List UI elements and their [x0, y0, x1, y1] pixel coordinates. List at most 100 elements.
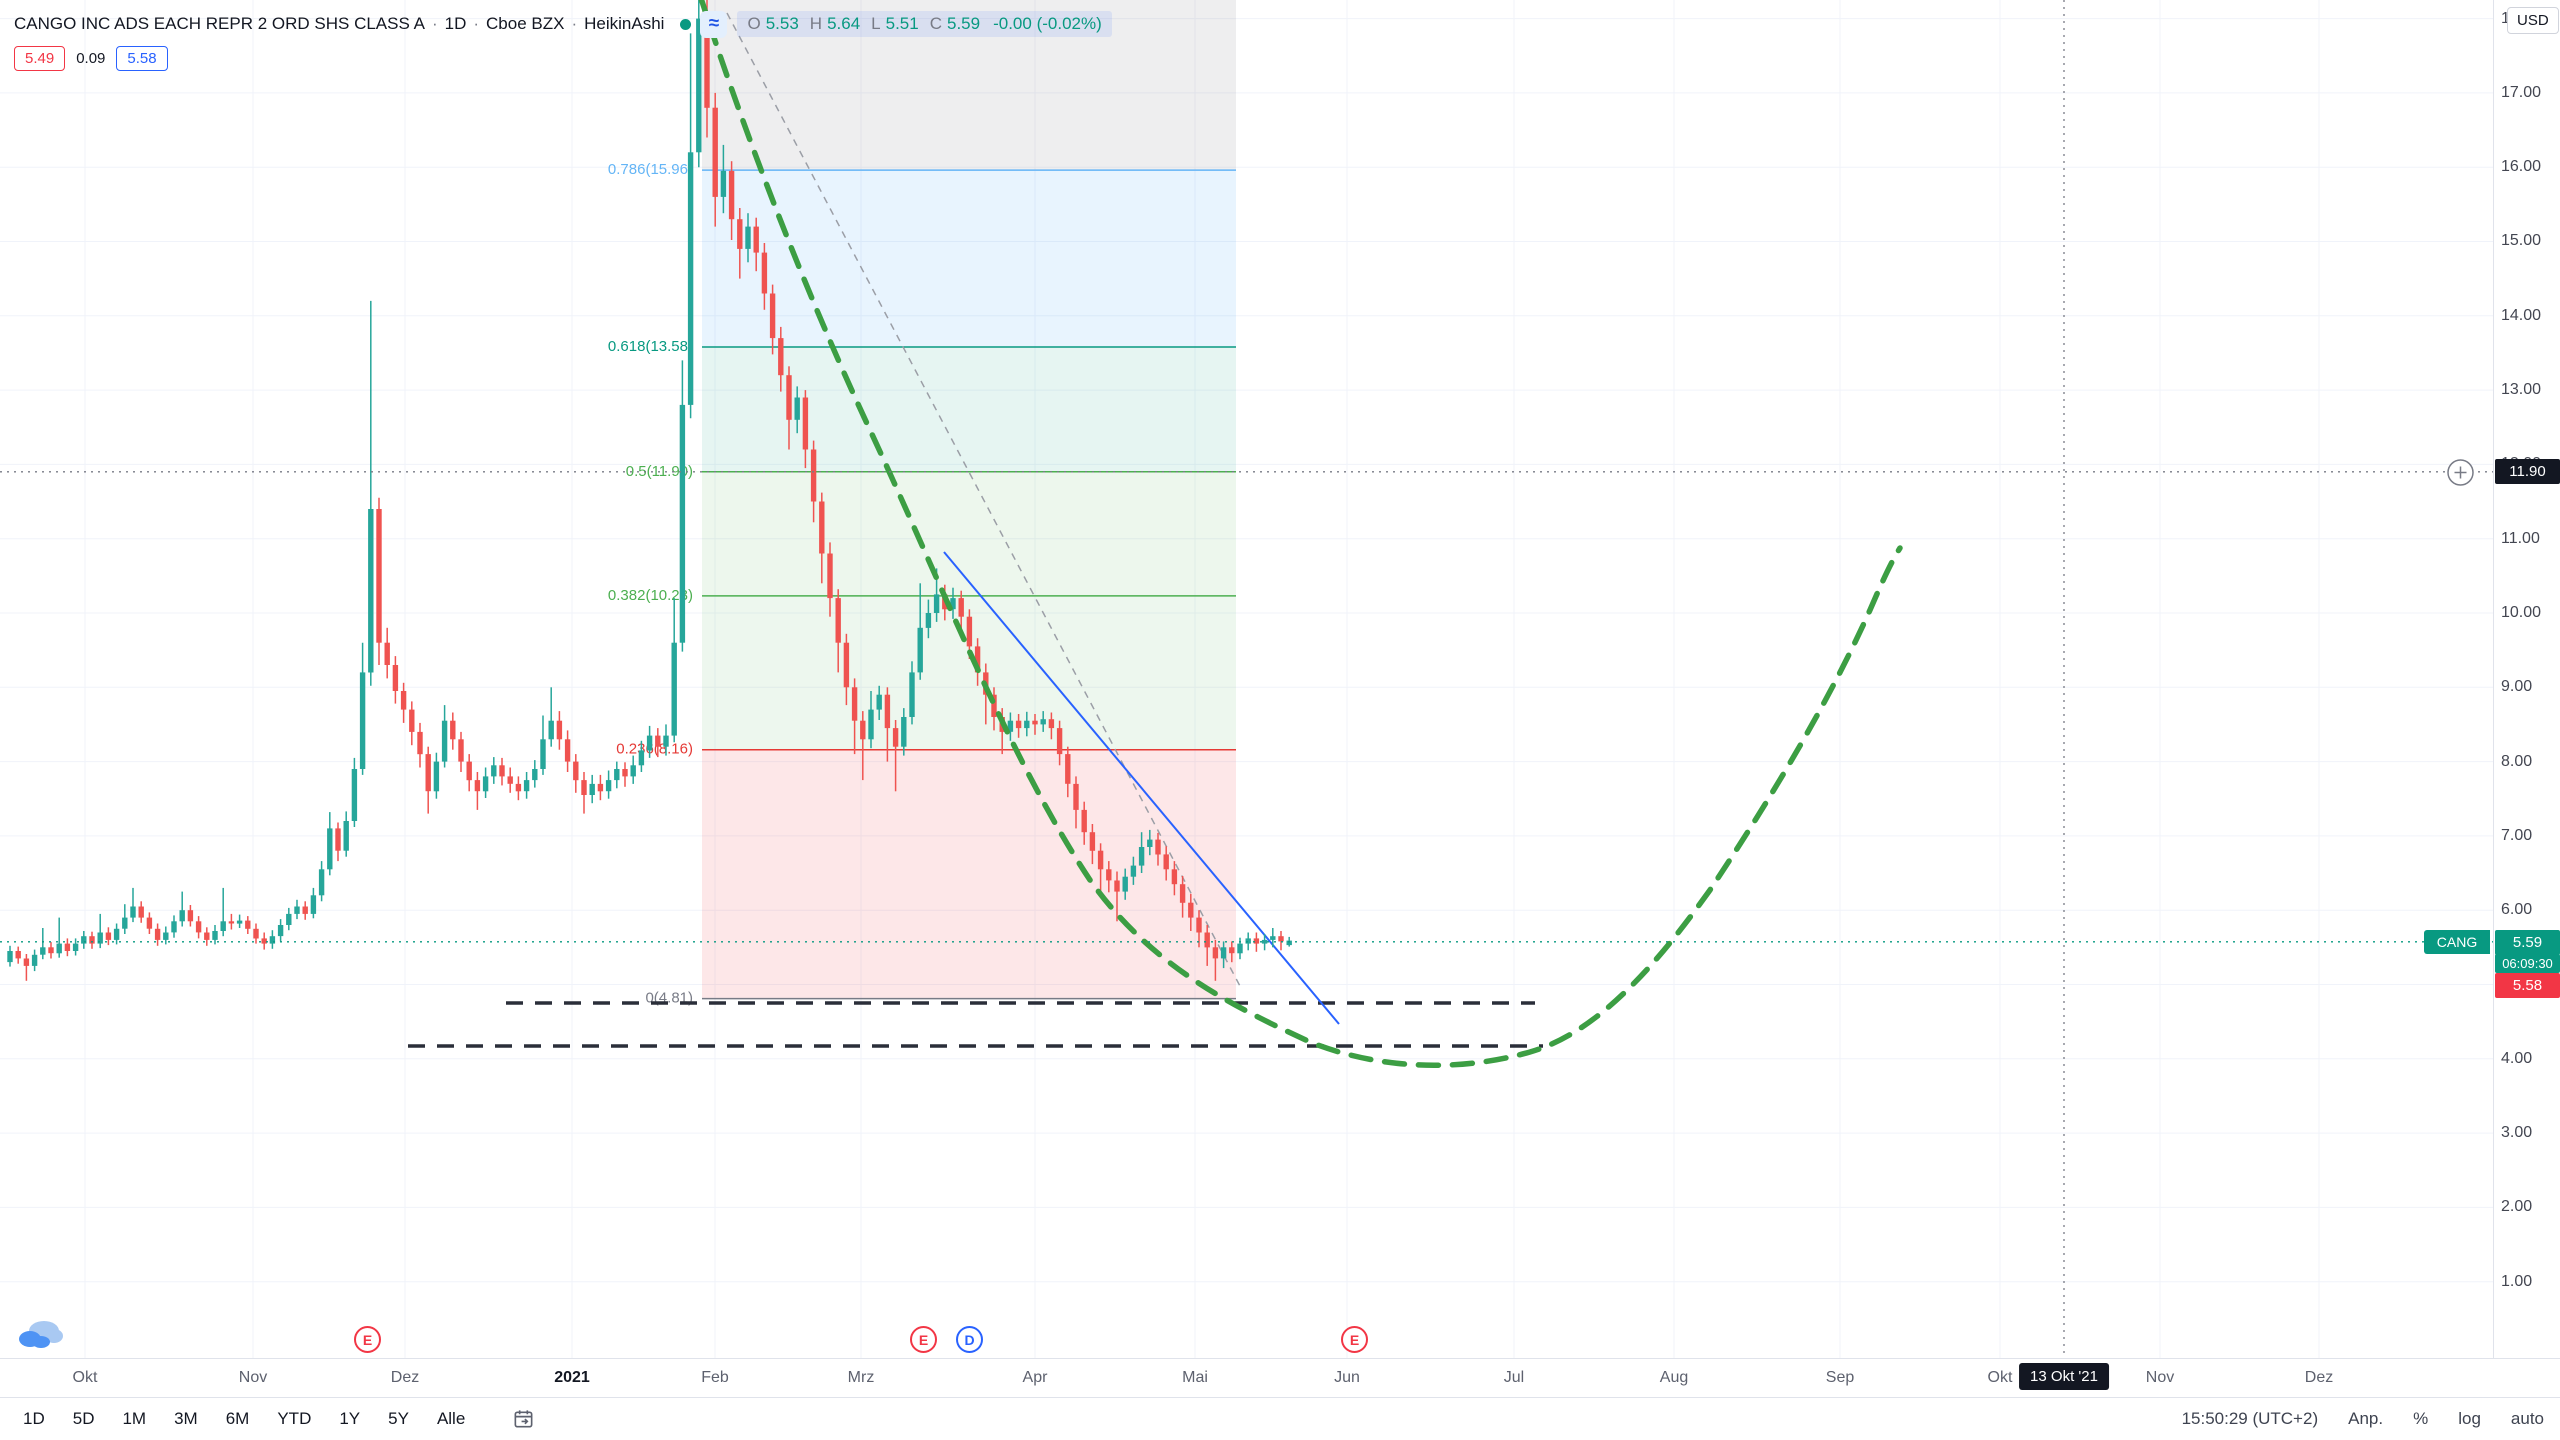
chart-style-label: HeikinAshi: [584, 14, 665, 33]
currency-button[interactable]: USD: [2507, 7, 2559, 34]
time-axis-tick: Okt: [72, 1369, 98, 1386]
interval-label[interactable]: 1D: [444, 14, 467, 33]
order-price-badge: 5.58: [2495, 972, 2560, 998]
time-axis-tick: Nov: [238, 1369, 268, 1386]
price-axis-tick: 9.00: [2501, 678, 2533, 696]
price-axis-tick: 16.00: [2501, 158, 2542, 176]
change-value: -0.00 (-0.02%): [993, 14, 1102, 33]
time-axis-tick: Mai: [1182, 1369, 1208, 1386]
crosshair-price-badge: 11.90: [2495, 458, 2560, 484]
bottom-toolbar: 1D 5D 1M 3M 6M YTD 1Y 5Y Alle 15:50:29 (UTC+2) A…: [0, 1397, 2560, 1440]
fib-level-label: 0.786(15.96): [608, 161, 693, 178]
bar-countdown-badge: 06:09:30: [2495, 953, 2560, 973]
price-axis-tick: 4.00: [2501, 1049, 2533, 1067]
fib-level-label: 0.382(10.23): [608, 587, 693, 604]
price-axis-tick: 15.00: [2501, 232, 2542, 250]
range-button-alle[interactable]: Alle: [436, 1409, 466, 1428]
price-axis-tick: 8.00: [2501, 752, 2533, 770]
time-axis-tick: Jun: [1334, 1369, 1360, 1386]
time-axis[interactable]: Okt Nov Dez 2021 Feb Mrz Apr Mai Jun Jul Aug Sep Okt…: [0, 1358, 2560, 1397]
crosshair-date-badge: 13 Okt '21: [2019, 1363, 2109, 1390]
add-alert-plus-icon[interactable]: [2446, 458, 2475, 492]
range-button-1m[interactable]: 1M: [122, 1409, 147, 1428]
price-axis-tick: 14.00: [2501, 306, 2542, 324]
price-axis-tick: 13.00: [2501, 381, 2542, 399]
price-axis-tick: 3.00: [2501, 1124, 2533, 1142]
fib-retracement: 0.786(15.96)0.618(13.58)0.5(11.90)0.382(…: [608, 0, 1236, 1007]
grid: [0, 0, 2493, 1358]
price-chart-canvas[interactable]: 0.786(15.96)0.618(13.58)0.5(11.90)0.382(…: [0, 0, 2493, 1358]
time-axis-tick: Okt: [1987, 1369, 2013, 1386]
price-axis-tick: 2.00: [2501, 1198, 2533, 1216]
clock[interactable]: 15:50:29 (UTC+2): [2181, 1409, 2319, 1428]
time-axis-tick: Mrz: [847, 1369, 875, 1386]
range-button-1d[interactable]: 1D: [23, 1409, 45, 1428]
last-price-badge: 5.59: [2495, 929, 2560, 955]
range-button-3m[interactable]: 3M: [174, 1409, 198, 1428]
earnings-marker[interactable]: E: [354, 1326, 381, 1353]
close-value: 5.59: [947, 14, 981, 33]
time-axis-tick: Jul: [1503, 1369, 1525, 1386]
candlestick-series: [7, 0, 1292, 981]
log-button[interactable]: log: [2458, 1409, 2481, 1428]
exchange-label: Cboe BZX: [486, 14, 565, 33]
low-label: L: [871, 14, 881, 33]
separator: ·: [571, 14, 578, 33]
dividend-marker[interactable]: D: [956, 1326, 983, 1353]
adjust-button[interactable]: Anp.: [2348, 1409, 2384, 1428]
projection-curve: [698, 0, 1903, 1069]
series-dot-icon: [680, 18, 692, 30]
time-axis-tick: Nov: [2145, 1369, 2175, 1386]
range-button-6m[interactable]: 6M: [225, 1409, 250, 1428]
price-axis-tick: 1.00: [2501, 1272, 2533, 1290]
price-axis-tick: 11.00: [2501, 529, 2540, 547]
earnings-marker[interactable]: E: [910, 1326, 937, 1353]
time-axis-tick: Apr: [1022, 1369, 1048, 1386]
fib-level-label: 0.618(13.58): [608, 338, 693, 355]
symbol-title[interactable]: CANGO INC ADS EACH REPR 2 ORD SHS CLASS …: [14, 14, 425, 33]
fib-level-label: 0.236(8.16): [616, 741, 693, 758]
range-switcher: 1D 5D 1M 3M 6M YTD 1Y 5Y Alle: [16, 1408, 535, 1431]
range-button-5y[interactable]: 5Y: [388, 1409, 409, 1428]
time-axis-tick: Aug: [1659, 1369, 1689, 1386]
open-label: O: [747, 14, 761, 33]
price-axis-tick: 17.00: [2501, 83, 2542, 101]
position-upper-badge[interactable]: 5.58: [116, 46, 168, 71]
range-button-1y[interactable]: 1Y: [339, 1409, 361, 1428]
time-axis-tick: 2021: [554, 1369, 590, 1386]
separator: ·: [431, 14, 438, 33]
symbol-price-tag: CANG: [2424, 929, 2490, 954]
legend-title-row: CANGO INC ADS EACH REPR 2 ORD SHS CLASS …: [14, 10, 1112, 38]
high-label: H: [809, 14, 823, 33]
price-axis-tick: 7.00: [2501, 826, 2533, 844]
auto-button[interactable]: auto: [2510, 1409, 2544, 1428]
position-tool-labels: 5.49 0.09 5.58: [14, 46, 1112, 71]
high-value: 5.64: [827, 14, 861, 33]
axis-settings-group: 15:50:29 (UTC+2) Anp. % log auto: [2182, 1409, 2544, 1429]
price-axis-tick: 10.00: [2501, 603, 2542, 621]
position-qty[interactable]: 0.09: [76, 50, 106, 67]
cloud-icon[interactable]: [16, 1316, 64, 1357]
price-axis-tick: 6.00: [2501, 901, 2533, 919]
range-button-5d[interactable]: 5D: [72, 1409, 95, 1428]
range-button-ytd[interactable]: YTD: [277, 1409, 312, 1428]
position-lower-badge[interactable]: 5.49: [14, 46, 66, 71]
gray-dashed-trendline: [726, 12, 1242, 989]
separator: ·: [473, 14, 480, 33]
time-axis-tick: Dez: [2304, 1369, 2334, 1386]
close-label: C: [929, 14, 942, 33]
price-axis[interactable]: USD 18.0017.0016.0015.0014.0013.0012.001…: [2493, 0, 2560, 1358]
earnings-marker[interactable]: E: [1341, 1326, 1368, 1353]
time-axis-tick: Feb: [701, 1369, 729, 1386]
ohlc-readout: O 5.53 H 5.64 L 5.51 C 5.59 -0.00 (-0.02%): [737, 11, 1112, 37]
wave-icon[interactable]: ≈: [700, 10, 728, 38]
chart-pane[interactable]: 0.786(15.96) 0.618(13.58) 0.5(11.90) 0.382(…: [0, 0, 2493, 1358]
time-axis-tick: Sep: [1825, 1369, 1855, 1386]
chart-legend: CANGO INC ADS EACH REPR 2 ORD SHS CLASS …: [14, 10, 1112, 71]
percent-button[interactable]: %: [2413, 1409, 2429, 1428]
crosshair: [0, 0, 2493, 1358]
time-axis-tick: Dez: [390, 1369, 420, 1386]
goto-date-icon[interactable]: [512, 1408, 535, 1431]
low-value: 5.51: [885, 14, 919, 33]
